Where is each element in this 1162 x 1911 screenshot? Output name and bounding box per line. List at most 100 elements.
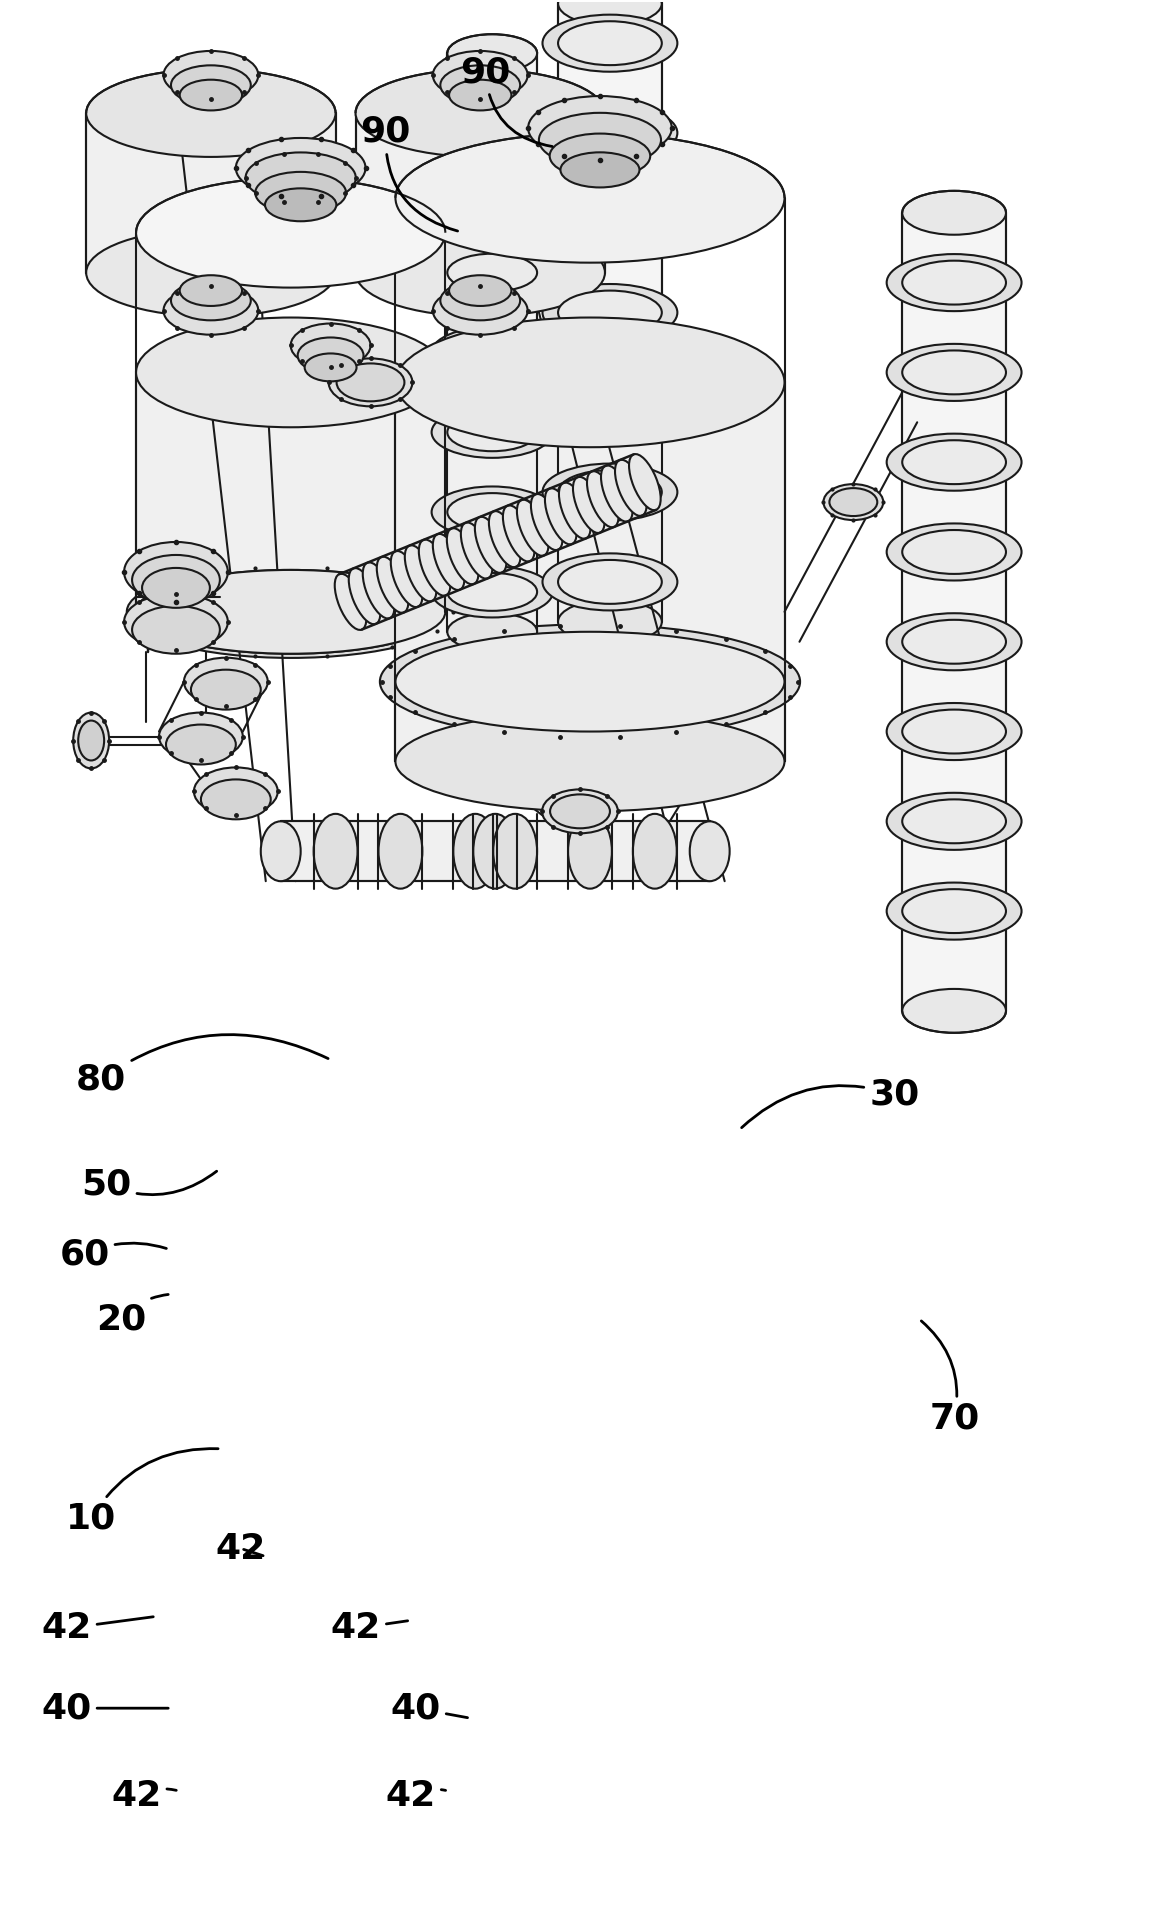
Ellipse shape (489, 510, 521, 568)
Ellipse shape (531, 493, 562, 550)
Ellipse shape (132, 554, 220, 606)
Ellipse shape (171, 281, 251, 321)
Text: 50: 50 (81, 1168, 216, 1202)
Ellipse shape (124, 594, 228, 650)
Ellipse shape (363, 562, 394, 619)
Ellipse shape (601, 466, 632, 522)
Ellipse shape (473, 814, 517, 889)
Ellipse shape (136, 178, 445, 287)
Ellipse shape (304, 354, 357, 382)
Ellipse shape (201, 780, 271, 820)
Ellipse shape (629, 455, 661, 510)
Polygon shape (281, 822, 710, 881)
Ellipse shape (902, 260, 1006, 304)
Ellipse shape (171, 65, 251, 105)
Ellipse shape (376, 556, 408, 613)
Ellipse shape (545, 487, 576, 545)
Ellipse shape (431, 407, 553, 459)
Ellipse shape (550, 134, 651, 178)
Ellipse shape (887, 524, 1021, 581)
Ellipse shape (447, 413, 537, 451)
Ellipse shape (475, 516, 507, 573)
Ellipse shape (902, 889, 1006, 933)
Ellipse shape (902, 350, 1006, 394)
Text: 90: 90 (460, 55, 552, 147)
Polygon shape (136, 373, 445, 612)
Ellipse shape (297, 338, 364, 373)
Ellipse shape (558, 0, 662, 25)
Ellipse shape (433, 287, 528, 334)
Ellipse shape (395, 633, 784, 732)
Ellipse shape (194, 768, 278, 816)
Ellipse shape (86, 69, 336, 157)
Ellipse shape (543, 464, 677, 520)
Ellipse shape (136, 317, 445, 428)
Ellipse shape (558, 111, 662, 155)
Ellipse shape (453, 814, 497, 889)
Ellipse shape (902, 619, 1006, 663)
Ellipse shape (902, 191, 1006, 235)
Ellipse shape (380, 625, 801, 740)
Ellipse shape (290, 323, 371, 367)
Ellipse shape (902, 529, 1006, 573)
Ellipse shape (180, 80, 242, 111)
Ellipse shape (356, 69, 605, 157)
Ellipse shape (431, 168, 553, 218)
Ellipse shape (431, 487, 553, 537)
Ellipse shape (543, 15, 677, 73)
Ellipse shape (902, 799, 1006, 843)
Ellipse shape (136, 569, 445, 654)
Text: 10: 10 (66, 1449, 218, 1536)
Ellipse shape (395, 711, 784, 812)
Ellipse shape (73, 713, 109, 768)
Ellipse shape (184, 657, 267, 705)
Polygon shape (86, 113, 336, 273)
Ellipse shape (245, 153, 356, 203)
Ellipse shape (395, 317, 784, 447)
Ellipse shape (528, 96, 672, 161)
Ellipse shape (887, 613, 1021, 671)
Ellipse shape (236, 138, 366, 199)
Ellipse shape (440, 281, 521, 321)
Ellipse shape (180, 275, 242, 306)
Polygon shape (395, 382, 784, 761)
Ellipse shape (136, 569, 445, 654)
Text: 42: 42 (216, 1531, 266, 1565)
Ellipse shape (543, 375, 677, 430)
Polygon shape (902, 212, 1006, 1011)
Ellipse shape (902, 440, 1006, 483)
Ellipse shape (558, 201, 662, 245)
Ellipse shape (349, 568, 380, 625)
Ellipse shape (447, 613, 537, 652)
Text: 40: 40 (42, 1691, 168, 1726)
Ellipse shape (690, 822, 730, 881)
Ellipse shape (440, 65, 521, 105)
Ellipse shape (260, 822, 301, 881)
Text: 20: 20 (96, 1294, 168, 1336)
Ellipse shape (86, 229, 336, 317)
Ellipse shape (558, 560, 662, 604)
Ellipse shape (493, 814, 537, 889)
Ellipse shape (431, 327, 553, 378)
Ellipse shape (568, 814, 612, 889)
Ellipse shape (887, 703, 1021, 761)
Ellipse shape (78, 720, 105, 761)
Ellipse shape (447, 34, 537, 73)
Ellipse shape (164, 52, 258, 99)
Ellipse shape (265, 189, 336, 222)
Ellipse shape (587, 472, 618, 527)
Ellipse shape (127, 566, 454, 657)
Ellipse shape (615, 461, 646, 516)
Text: 40: 40 (390, 1691, 467, 1726)
Ellipse shape (335, 573, 366, 631)
Ellipse shape (447, 527, 479, 585)
Ellipse shape (887, 793, 1021, 850)
Ellipse shape (543, 554, 677, 610)
Ellipse shape (166, 724, 236, 764)
Ellipse shape (256, 172, 346, 214)
Text: 90: 90 (360, 115, 458, 231)
Ellipse shape (902, 988, 1006, 1032)
Ellipse shape (887, 434, 1021, 491)
Ellipse shape (447, 94, 537, 132)
Ellipse shape (558, 470, 662, 514)
